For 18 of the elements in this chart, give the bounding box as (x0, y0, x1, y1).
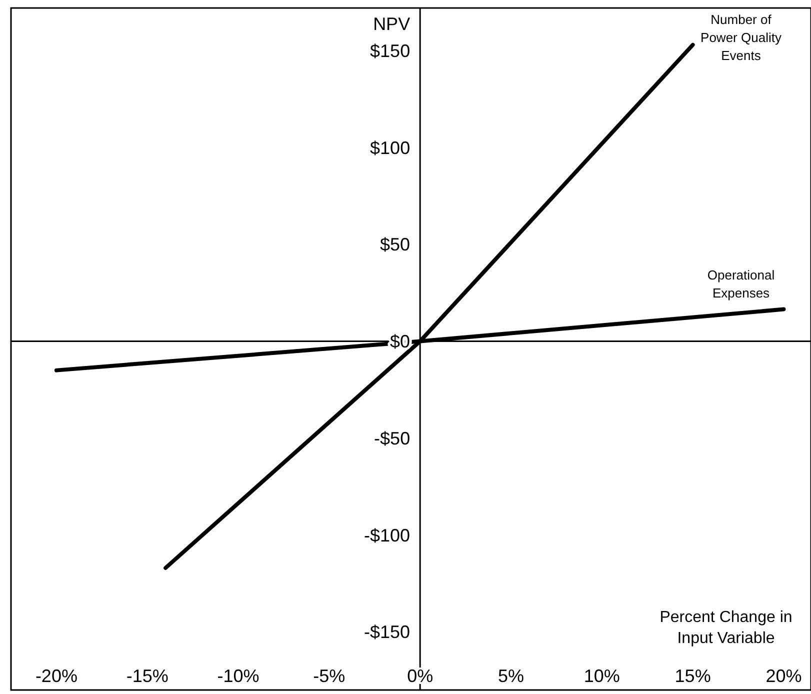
x-tick-label: 5% (498, 666, 524, 686)
y-tick-label: $100 (370, 138, 410, 158)
y-tick-label: -$100 (364, 525, 410, 546)
x-axis-title: Percent Change in Input Variable (660, 609, 792, 647)
x-tick-label: 10% (584, 666, 620, 686)
x-tick-label: -10% (217, 666, 260, 686)
x-tick-label: -20% (35, 666, 78, 686)
y-axis-title: NPV (373, 14, 410, 34)
x-tick-label: 20% (766, 666, 802, 686)
y-tick-label: $50 (380, 234, 410, 255)
y-tick-label: $150 (370, 40, 410, 61)
y-tick-label: -$150 (364, 622, 410, 642)
y-tick-label: -$50 (374, 428, 410, 448)
x-tick-label: -15% (126, 666, 168, 686)
series-label: Operational Expenses (707, 267, 775, 300)
x-tick-label: -5% (313, 666, 346, 686)
series-label: Number of Power Quality Events (700, 12, 782, 63)
x-tick-label: 15% (674, 666, 711, 686)
